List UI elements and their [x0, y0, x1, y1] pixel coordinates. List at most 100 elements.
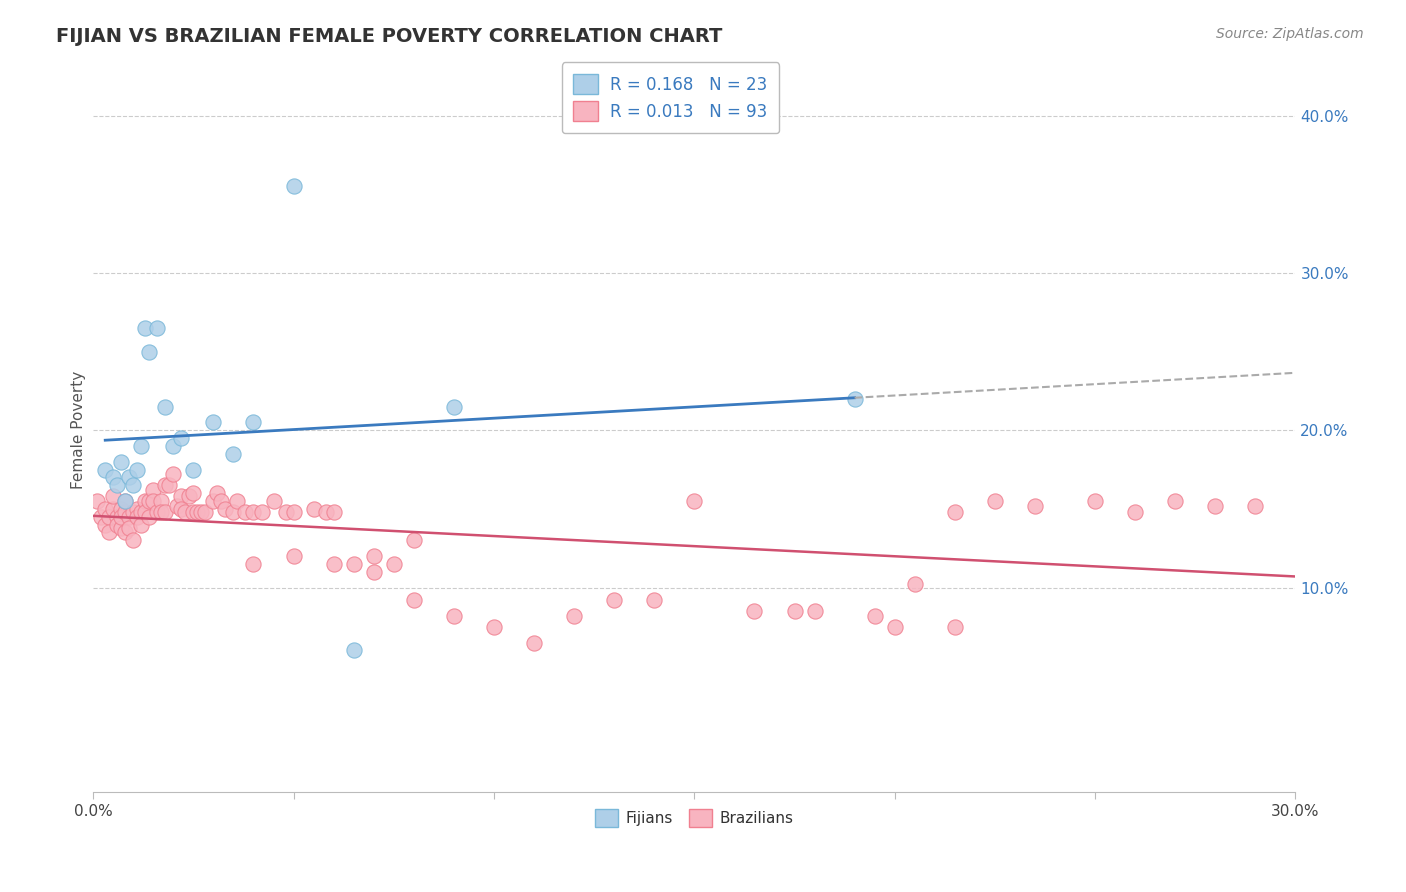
Point: [744, 604, 766, 618]
Point: [1123, 505, 1146, 519]
Y-axis label: Female Poverty: Female Poverty: [72, 371, 86, 490]
Point: [122, 533, 145, 548]
Point: [202, 494, 225, 508]
Point: [1204, 499, 1226, 513]
Point: [110, 509, 132, 524]
Point: [162, 467, 184, 482]
Point: [103, 501, 125, 516]
Point: [343, 557, 366, 571]
Point: [402, 593, 425, 607]
Point: [110, 521, 132, 535]
Point: [86, 494, 108, 508]
Point: [114, 494, 136, 508]
Point: [315, 505, 337, 519]
Point: [146, 505, 169, 519]
Point: [118, 509, 141, 524]
Point: [402, 533, 425, 548]
Point: [155, 478, 177, 492]
Point: [110, 501, 132, 516]
Point: [174, 505, 197, 519]
Point: [134, 505, 156, 519]
Point: [302, 501, 325, 516]
Point: [103, 470, 125, 484]
Point: [194, 505, 217, 519]
Point: [122, 478, 145, 492]
Point: [1084, 494, 1107, 508]
Point: [129, 517, 152, 532]
Point: [202, 416, 225, 430]
Point: [98, 525, 121, 540]
Point: [94, 462, 117, 476]
Point: [186, 505, 208, 519]
Point: [235, 505, 257, 519]
Point: [138, 344, 160, 359]
Point: [183, 462, 205, 476]
Point: [170, 431, 193, 445]
Point: [190, 505, 212, 519]
Point: [226, 494, 249, 508]
Point: [94, 517, 117, 532]
Point: [443, 400, 465, 414]
Point: [844, 392, 866, 406]
Point: [138, 509, 160, 524]
Point: [127, 501, 149, 516]
Point: [209, 494, 232, 508]
Point: [803, 604, 825, 618]
Point: [322, 505, 344, 519]
Text: FIJIAN VS BRAZILIAN FEMALE POVERTY CORRELATION CHART: FIJIAN VS BRAZILIAN FEMALE POVERTY CORRE…: [56, 27, 723, 45]
Point: [263, 494, 285, 508]
Point: [283, 505, 305, 519]
Point: [129, 439, 152, 453]
Point: [127, 462, 149, 476]
Point: [523, 635, 546, 649]
Point: [114, 494, 136, 508]
Point: [283, 179, 305, 194]
Point: [94, 501, 117, 516]
Point: [150, 494, 173, 508]
Point: [150, 505, 173, 519]
Point: [214, 501, 236, 516]
Point: [155, 400, 177, 414]
Point: [98, 509, 121, 524]
Point: [1024, 499, 1046, 513]
Point: [222, 447, 245, 461]
Point: [155, 505, 177, 519]
Point: [134, 494, 156, 508]
Point: [179, 489, 201, 503]
Point: [105, 517, 128, 532]
Point: [242, 505, 264, 519]
Point: [114, 505, 136, 519]
Point: [943, 505, 966, 519]
Point: [222, 505, 245, 519]
Point: [943, 620, 966, 634]
Point: [382, 557, 405, 571]
Legend: Fijians, Brazilians: Fijians, Brazilians: [588, 801, 801, 835]
Point: [562, 608, 585, 623]
Point: [166, 499, 188, 513]
Point: [162, 439, 184, 453]
Point: [643, 593, 665, 607]
Point: [904, 577, 927, 591]
Point: [142, 483, 165, 497]
Point: [322, 557, 344, 571]
Point: [250, 505, 273, 519]
Point: [183, 486, 205, 500]
Point: [129, 505, 152, 519]
Point: [118, 521, 141, 535]
Point: [105, 509, 128, 524]
Point: [105, 478, 128, 492]
Point: [170, 501, 193, 516]
Point: [603, 593, 626, 607]
Point: [283, 549, 305, 563]
Point: [683, 494, 706, 508]
Text: Source: ZipAtlas.com: Source: ZipAtlas.com: [1216, 27, 1364, 41]
Point: [863, 608, 886, 623]
Point: [207, 486, 229, 500]
Point: [134, 321, 156, 335]
Point: [363, 565, 385, 579]
Point: [146, 321, 169, 335]
Point: [90, 509, 112, 524]
Point: [183, 505, 205, 519]
Point: [363, 549, 385, 563]
Point: [170, 489, 193, 503]
